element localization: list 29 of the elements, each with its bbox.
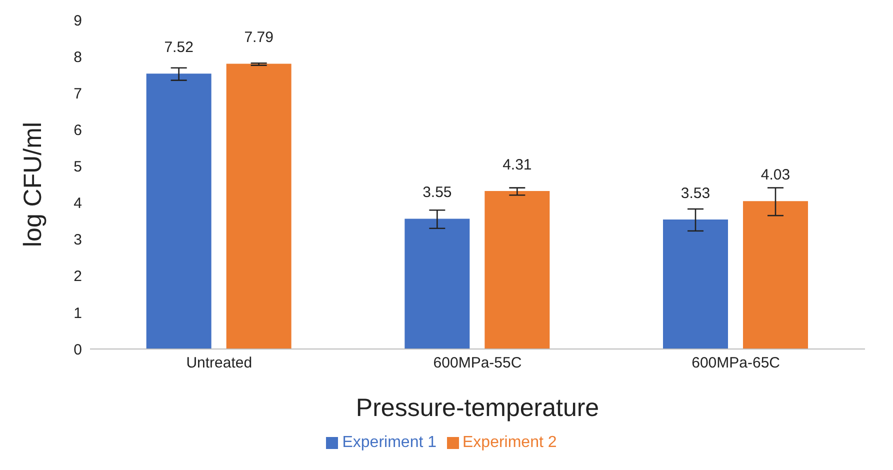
x-tick-label: 600MPa-55C [433,354,522,372]
y-tick-label: 3 [74,232,82,249]
bar [226,64,292,349]
y-tick-label: 2 [74,268,82,286]
x-tick-label: Untreated [186,354,252,372]
y-tick-label: 7 [74,85,82,102]
x-axis-title: Pressure-temperature [356,394,600,422]
y-tick-label: 0 [74,341,82,358]
bar [146,74,212,349]
bar [484,190,550,349]
y-tick-label: 9 [74,12,82,30]
bar [404,218,470,349]
legend-label: Experiment 2 [462,434,557,451]
data-label: 7.79 [244,29,274,46]
y-tick-label: 4 [74,195,82,212]
x-tick-label: 600MPa-65C [692,354,780,372]
data-label: 4.31 [502,156,532,174]
legend-label: Experiment 1 [342,434,436,451]
bar [663,219,728,349]
y-tick-label: 6 [74,122,82,139]
y-axis-title: log CFU/ml [18,122,47,248]
y-tick-label: 1 [74,304,82,322]
y-tick-label: 8 [74,48,82,66]
data-label: 7.52 [164,39,194,56]
y-tick-label: 5 [74,158,82,176]
data-label: 4.03 [760,166,790,184]
data-label: 3.53 [680,184,710,202]
bar [743,201,808,349]
data-label: 3.55 [422,184,452,202]
